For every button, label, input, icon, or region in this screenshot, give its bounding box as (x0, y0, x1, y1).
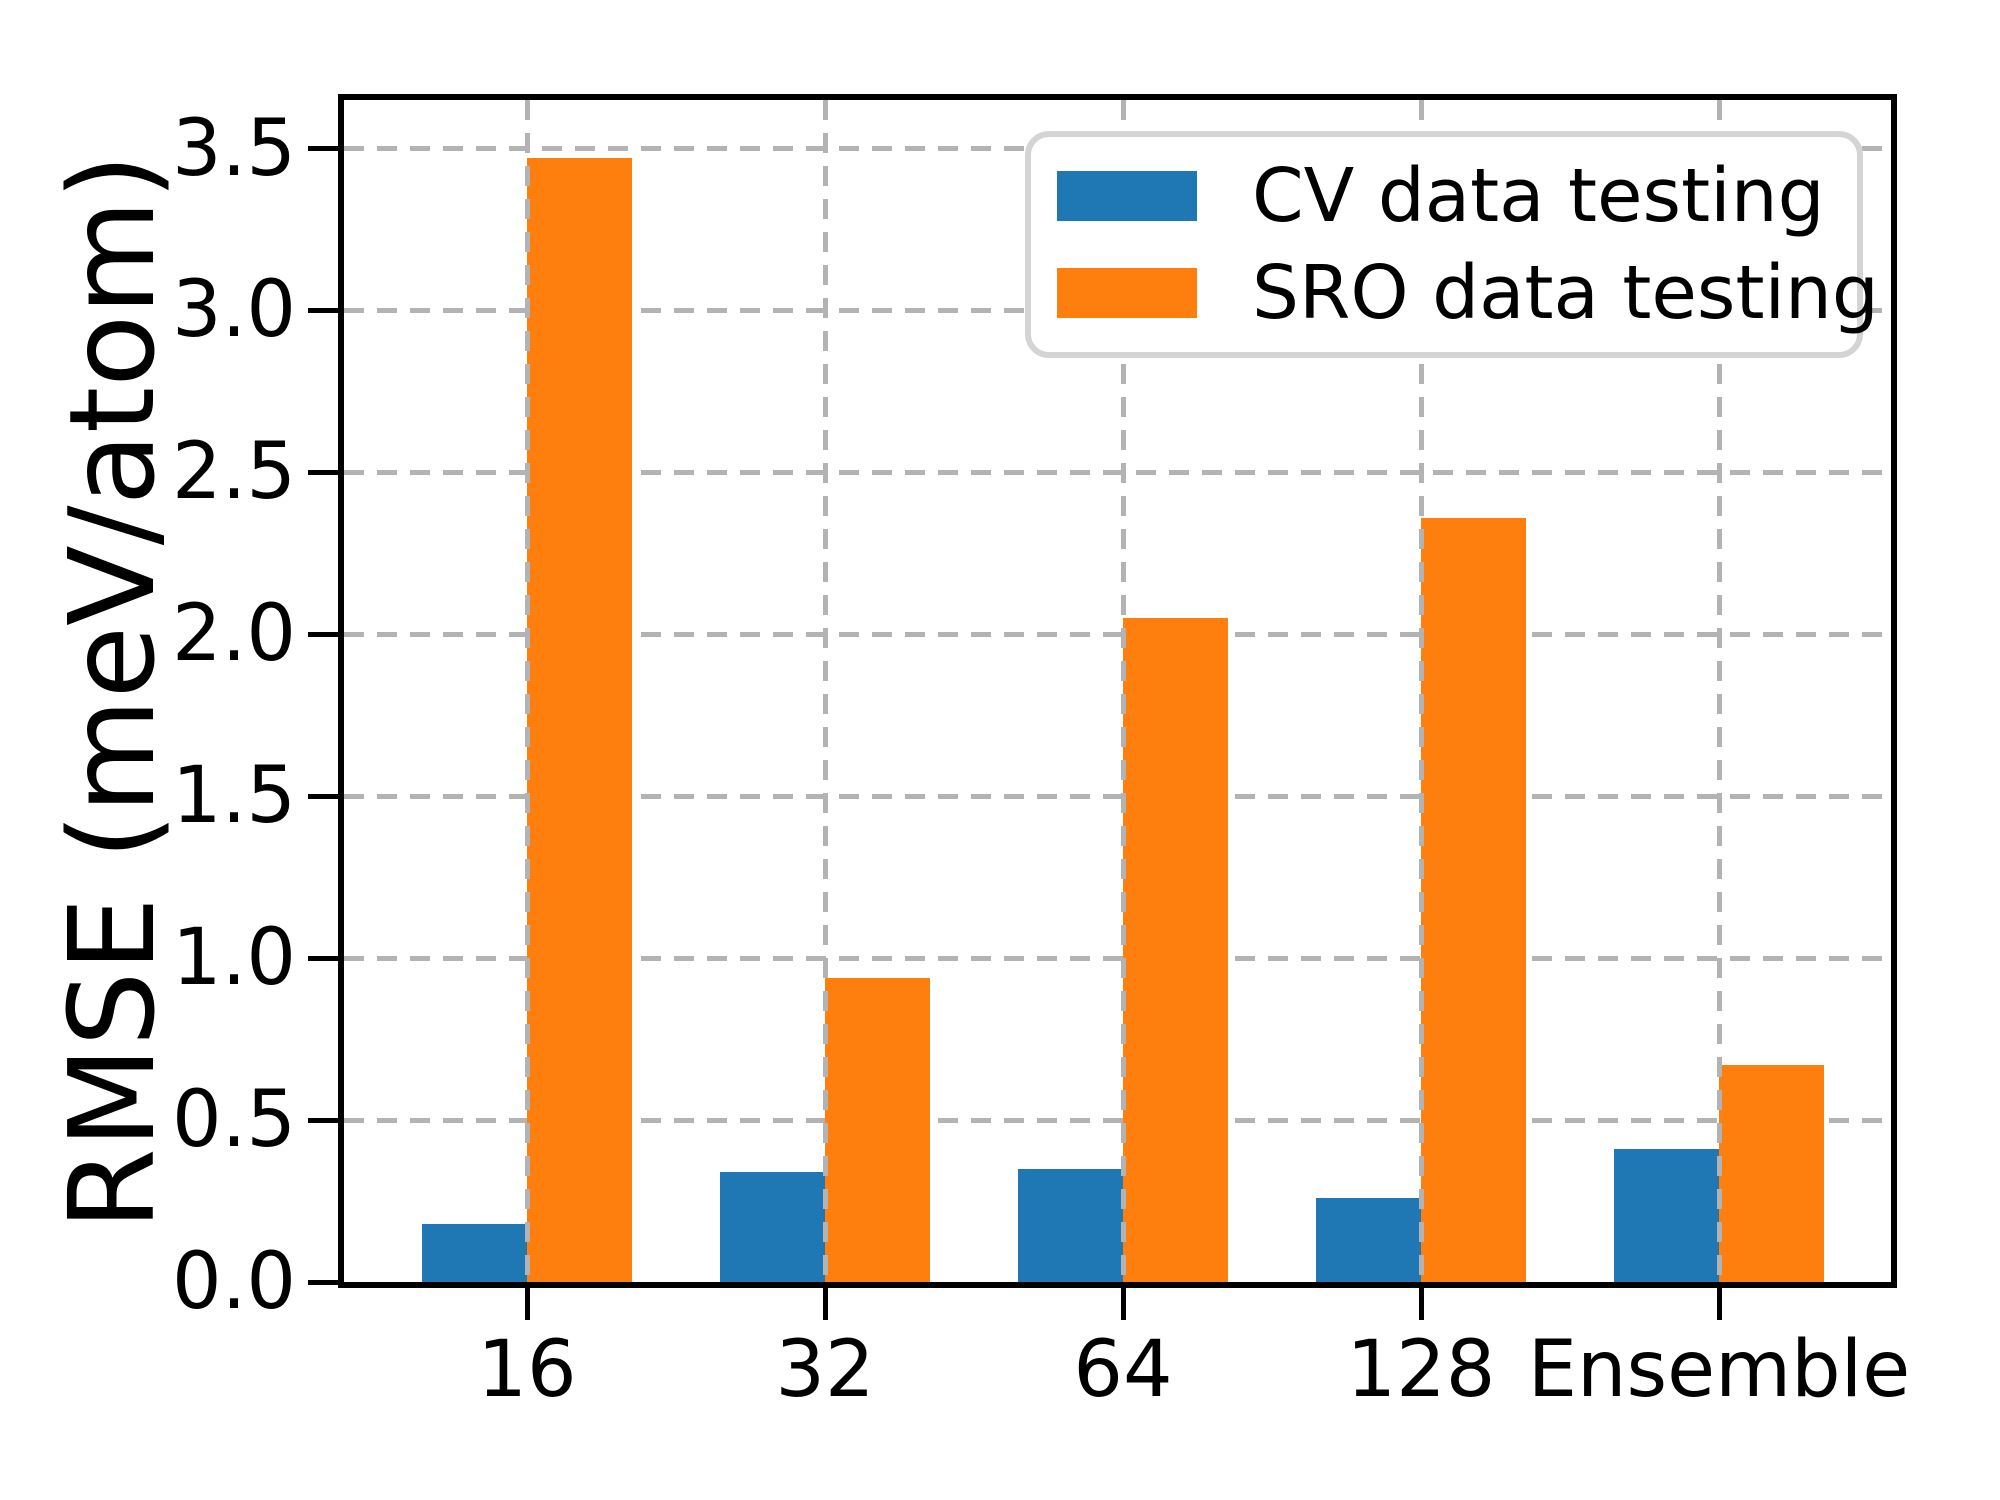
y-tick-label-3.0: 3.0 (171, 265, 296, 356)
legend-label-sro: SRO data testing (1252, 250, 1879, 337)
y-tick-label-2.0: 2.0 (171, 589, 296, 680)
y-tick-mark-1.0 (308, 955, 338, 961)
bar-cv-64 (1018, 1168, 1123, 1282)
h-gridline-1.5 (344, 793, 1891, 799)
v-gridline-16 (524, 100, 530, 1282)
x-tick-label-Ensemble: Ensemble (1527, 1325, 1911, 1415)
legend-label-cv: CV data testing (1252, 152, 1825, 239)
x-tick-label-128: 128 (1346, 1325, 1496, 1415)
bar-sro-16 (527, 158, 632, 1282)
h-gridline-2.5 (344, 469, 1891, 475)
bar-sro-64 (1123, 618, 1228, 1282)
legend-swatch-sro-icon (1057, 268, 1197, 319)
y-tick-label-3.5: 3.5 (171, 103, 296, 194)
x-tick-label-32: 32 (775, 1325, 875, 1415)
y-tick-label-0.0: 0.0 (171, 1237, 296, 1327)
plot-area (338, 94, 1897, 1288)
v-gridline-64 (1120, 100, 1126, 1282)
h-gridline-2.0 (344, 631, 1891, 637)
bar-cv-Ensemble (1614, 1149, 1719, 1282)
x-tick-label-64: 64 (1073, 1325, 1173, 1415)
bar-sro-128 (1421, 517, 1526, 1282)
v-gridline-Ensemble (1716, 100, 1722, 1282)
y-tick-label-1.5: 1.5 (171, 751, 296, 842)
x-tick-mark-16 (524, 1288, 530, 1320)
legend-entry-cv: CV data testing (1057, 153, 1857, 239)
y-tick-mark-0.5 (308, 1117, 338, 1123)
h-gridline-0.5 (344, 1117, 1891, 1123)
legend-entry-sro: SRO data testing (1057, 250, 1879, 336)
bar-sro-32 (825, 977, 930, 1282)
bar-sro-Ensemble (1719, 1065, 1824, 1282)
y-tick-mark-1.5 (308, 793, 338, 799)
x-tick-mark-32 (822, 1288, 828, 1320)
y-tick-label-0.5: 0.5 (171, 1075, 296, 1166)
x-tick-label-16: 16 (477, 1325, 577, 1415)
bar-cv-16 (422, 1223, 527, 1282)
plot-inner (344, 100, 1891, 1282)
h-gridline-1.0 (344, 955, 1891, 961)
y-tick-mark-2.5 (308, 469, 338, 475)
x-tick-mark-64 (1120, 1288, 1126, 1320)
y-tick-mark-3.0 (308, 307, 338, 313)
v-gridline-128 (1418, 100, 1424, 1282)
y-tick-mark-3.5 (308, 146, 338, 152)
y-tick-mark-0.0 (308, 1279, 338, 1285)
legend: CV data testing SRO data testing (1025, 131, 1879, 358)
bar-cv-32 (720, 1171, 825, 1282)
y-tick-label-2.5: 2.5 (171, 427, 296, 518)
bar-cv-128 (1316, 1197, 1421, 1282)
y-tick-label-1.0: 1.0 (171, 913, 296, 1004)
x-tick-mark-128 (1418, 1288, 1424, 1320)
x-tick-mark-Ensemble (1716, 1288, 1722, 1320)
legend-swatch-cv-icon (1057, 170, 1197, 221)
y-tick-mark-2.0 (308, 631, 338, 637)
v-gridline-32 (822, 100, 828, 1282)
